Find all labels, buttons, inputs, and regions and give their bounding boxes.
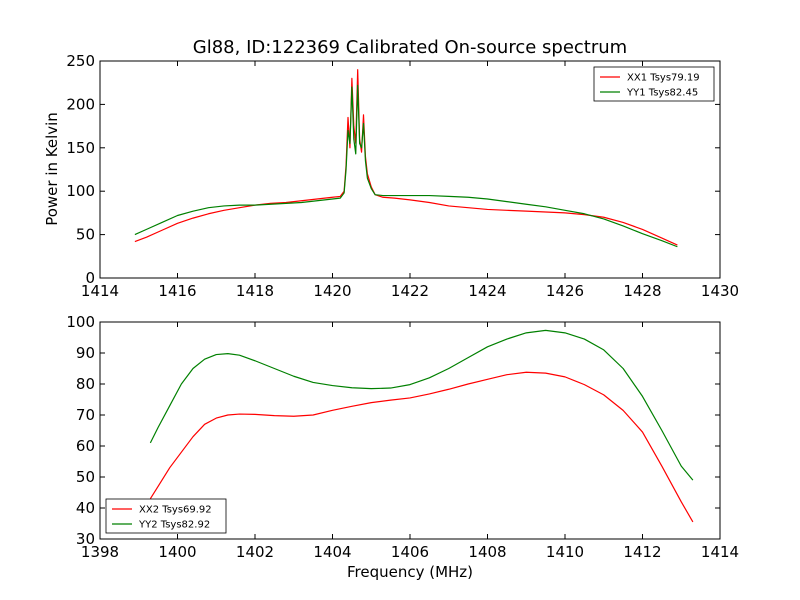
top-y-tick-label: 100 [66,182,95,200]
top-x-tick-label: 1426 [546,282,584,300]
top-x-tick-label: 1420 [313,282,351,300]
bottom-y-tick-label: 40 [76,499,95,517]
bottom-x-tick-label: 1412 [623,543,661,561]
bottom-legend: XX2 Tsys69.92 YY2 Tsys82.92 [105,498,227,534]
bottom-legend-label-0: XX2 Tsys69.92 [139,505,212,516]
bottom-series-line-0 [149,371,694,523]
bottom-legend-box [105,498,227,534]
bottom-x-tick-label: 1400 [158,543,196,561]
bottom-y-tick-label: 60 [76,437,95,455]
top-x-tick-label: 1416 [158,282,196,300]
bottom-y-tick-label: 50 [76,468,95,486]
bottom-x-tick-label: 1414 [701,543,739,561]
bottom-x-tick-label: 1408 [468,543,506,561]
bottom-legend-label-1: YY2 Tsys82.92 [138,520,210,531]
top-chart-ylabel: Power in Kelvin [43,112,61,226]
bottom-chart-xlabel: Frequency (MHz) [347,563,473,581]
bottom-x-tick-label: 1398 [81,543,119,561]
top-legend-label-1: YY1 Tsys82.45 [626,88,698,99]
bottom-y-tick-label: 30 [76,530,95,548]
bottom-x-tick-label: 1406 [391,543,429,561]
top-legend: XX1 Tsys79.19 YY1 Tsys82.45 [593,66,715,102]
bottom-y-tick-label: 70 [76,406,95,424]
top-x-tick-label: 1414 [81,282,119,300]
top-y-tick-label: 250 [66,52,95,70]
top-spectrum-chart: 1414 1416 1418 1420 1422 1424 1426 1428 1430 0 50 1… [66,52,739,300]
bottom-y-tick-label: 80 [76,375,95,393]
bottom-y-tick-label: 100 [66,313,95,331]
top-y-tick-label: 0 [85,269,95,287]
top-x-tick-label: 1418 [236,282,274,300]
top-x-tick-label: 1422 [391,282,429,300]
bottom-x-tick-label: 1404 [313,543,351,561]
top-y-tick-label: 150 [66,139,95,157]
bottom-y-tick-label: 90 [76,344,95,362]
top-x-tick-label: 1430 [701,282,739,300]
bottom-x-tick-label: 1402 [236,543,274,561]
bottom-spectrum-chart: 1398 1400 1402 1404 1406 1408 1410 1412 1414 30 40… [66,313,739,561]
top-legend-label-0: XX1 Tsys79.19 [627,73,700,84]
top-series-line-1 [134,84,678,248]
top-x-tick-label: 1424 [468,282,506,300]
top-y-tick-label: 50 [76,226,95,244]
bottom-series-line-1 [149,329,694,481]
bottom-x-tick-label: 1410 [546,543,584,561]
top-x-tick-label: 1428 [623,282,661,300]
top-legend-box [593,66,715,102]
top-y-tick-label: 200 [66,95,95,113]
top-chart-title: Gl88, ID:122369 Calibrated On-source spe… [193,37,627,58]
